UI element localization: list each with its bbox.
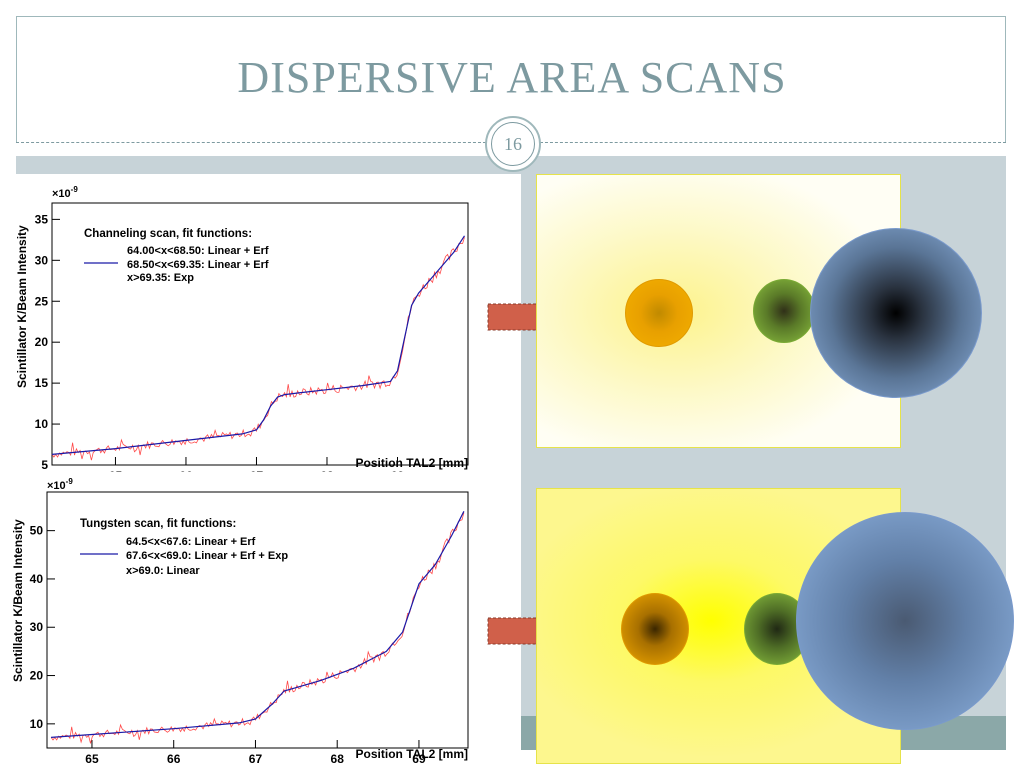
x-tick-label: 68: [331, 752, 345, 766]
plot-frame: [46, 491, 469, 749]
y-tick-label: 30: [35, 253, 49, 267]
y-tick-label: 30: [30, 620, 44, 634]
x-tick-label: 67: [249, 752, 263, 766]
blue-spot-icon: [796, 512, 1014, 730]
y-tick-label: 10: [30, 717, 44, 731]
x-tick-label: 65: [85, 752, 99, 766]
title-divider-right: [540, 142, 1006, 143]
legend-line-3: x>69.35: Exp: [127, 272, 194, 284]
axis-ticks: 65 66 67 68 69 10 20 30 40 50: [30, 524, 426, 766]
x-tick-label: 66: [179, 469, 193, 472]
page-number-badge: 16: [485, 116, 541, 172]
data-histogram: [51, 237, 465, 461]
x-tick-label: 69: [412, 752, 426, 766]
orange-spot-icon: [625, 279, 693, 347]
y-tick-label: 10: [35, 417, 49, 431]
scale-label: ×10-9: [47, 477, 73, 492]
x-tick-label: 66: [167, 752, 181, 766]
y-axis-label: Scintillator K/Beam Intensity: [11, 519, 25, 682]
legend-line-3: x>69.0: Linear: [126, 565, 200, 577]
orange-spot-icon: [621, 593, 689, 665]
legend-title: Tungsten scan, fit functions:: [80, 518, 236, 530]
legend-line-2: 68.50<x<69.35: Linear + Erf: [127, 259, 269, 271]
fit-curve: [51, 511, 465, 738]
y-tick-label: 5: [41, 458, 48, 472]
y-tick-label: 50: [30, 524, 44, 538]
axis-ticks: 65 66 67 68 69 5 10 15 20 25 30 35: [35, 212, 405, 472]
x-tick-label: 65: [109, 469, 123, 472]
legend-line-1: 64.00<x<68.50: Linear + Erf: [127, 245, 269, 257]
y-tick-label: 20: [35, 335, 49, 349]
title-divider-left: [16, 142, 486, 143]
x-tick-label: 68: [320, 469, 334, 472]
y-axis-label: Scintillator K/Beam Intensity: [15, 225, 29, 388]
tungsten-scan-chart: 65 66 67 68 69 10 20 30 40 50 ×10-9 Tungsten scan…: [11, 477, 469, 766]
plot-frame: [51, 202, 469, 466]
y-tick-label: 35: [35, 212, 49, 226]
y-tick-label: 20: [30, 669, 44, 683]
y-tick-label: 40: [30, 572, 44, 586]
channeling-scan-chart: 65 66 67 68 69 5 10 15 20 25 30 35 ×10-9 Channeling…: [15, 185, 469, 472]
y-tick-label: 15: [35, 376, 49, 390]
blue-spot-icon: [810, 228, 982, 398]
legend-line-1: 64.5<x<67.6: Linear + Erf: [126, 536, 256, 548]
x-tick-label: 67: [250, 469, 264, 472]
scale-label: ×10-9: [52, 185, 78, 200]
x-axis-label: Position TAL2 [mm]: [356, 456, 468, 470]
fit-curve: [51, 235, 466, 455]
legend-title: Channeling scan, fit functions:: [84, 228, 252, 240]
title-frame: [16, 16, 1006, 142]
page-number: 16: [491, 122, 535, 166]
x-tick-label: 69: [391, 469, 405, 472]
y-tick-label: 25: [35, 294, 49, 308]
x-axis-label: Position TAL2 [mm]: [356, 747, 468, 761]
data-histogram: [50, 512, 465, 744]
legend-line-2: 67.6<x<69.0: Linear + Erf + Exp: [126, 550, 288, 562]
green-spot-icon: [753, 279, 815, 343]
slide-title: DISPERSIVE AREA SCANS: [237, 53, 787, 102]
